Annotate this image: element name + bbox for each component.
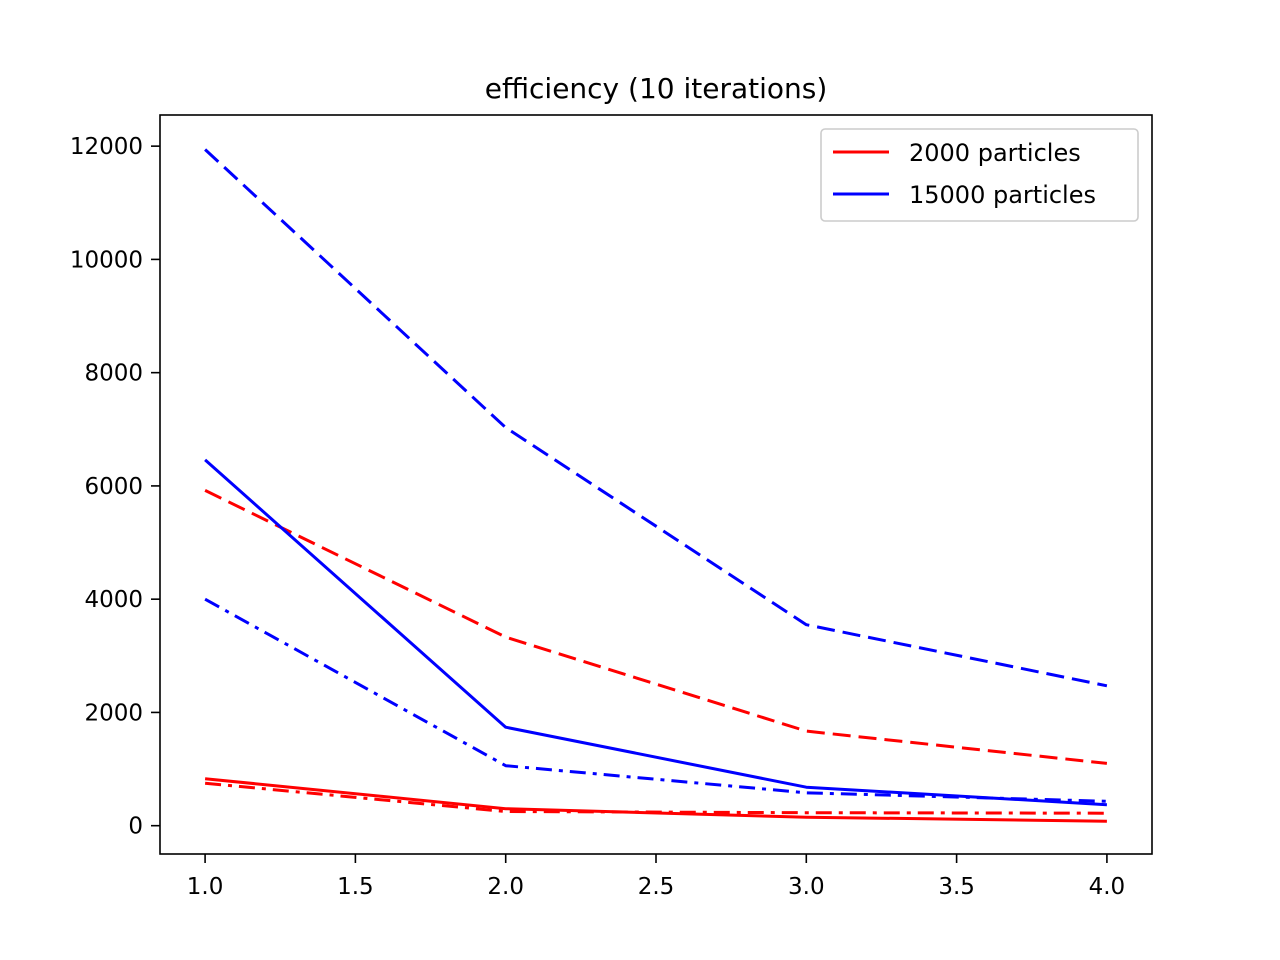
- x-tick-label-5: 3.0: [788, 874, 825, 900]
- series-line-5: [204, 148, 1108, 688]
- series-line-6: [204, 597, 1107, 803]
- legend: 2000 particles 15000 particles: [820, 128, 1139, 222]
- x-tick-label-3: 2.0: [487, 874, 524, 900]
- legend-box: [820, 128, 1139, 222]
- y-tick-label-7: 12000: [70, 134, 143, 160]
- series-line-3: [204, 781, 1107, 815]
- y-tick-label-3: 4000: [84, 587, 143, 613]
- y-tick-label-6: 10000: [70, 247, 143, 273]
- x-tick-label-2: 1.5: [337, 874, 374, 900]
- x-tick-label-6: 3.5: [938, 874, 975, 900]
- series-layer: [204, 148, 1108, 823]
- legend-label-2: 15000 particles: [909, 181, 1096, 209]
- chart-title: efficiency (10 iterations): [485, 72, 828, 105]
- plot-frame: [159, 114, 1153, 855]
- y-tick-label-4: 6000: [84, 474, 143, 500]
- x-tick-label-4: 2.5: [638, 874, 675, 900]
- x-tick-label-7: 4.0: [1089, 874, 1126, 900]
- axes-layer: 1.0 1.5 2.0 2.5 3.0 3.5 4.0 0 2000 4000 6000 8000 10…: [70, 134, 1125, 900]
- y-tick-label-2: 2000: [84, 700, 143, 726]
- x-tick-label-1: 1.0: [187, 874, 224, 900]
- series-line-2: [204, 489, 1108, 765]
- legend-label-1: 2000 particles: [909, 139, 1081, 167]
- y-tick-label-1: 0: [128, 814, 143, 840]
- y-tick-label-5: 8000: [84, 361, 143, 387]
